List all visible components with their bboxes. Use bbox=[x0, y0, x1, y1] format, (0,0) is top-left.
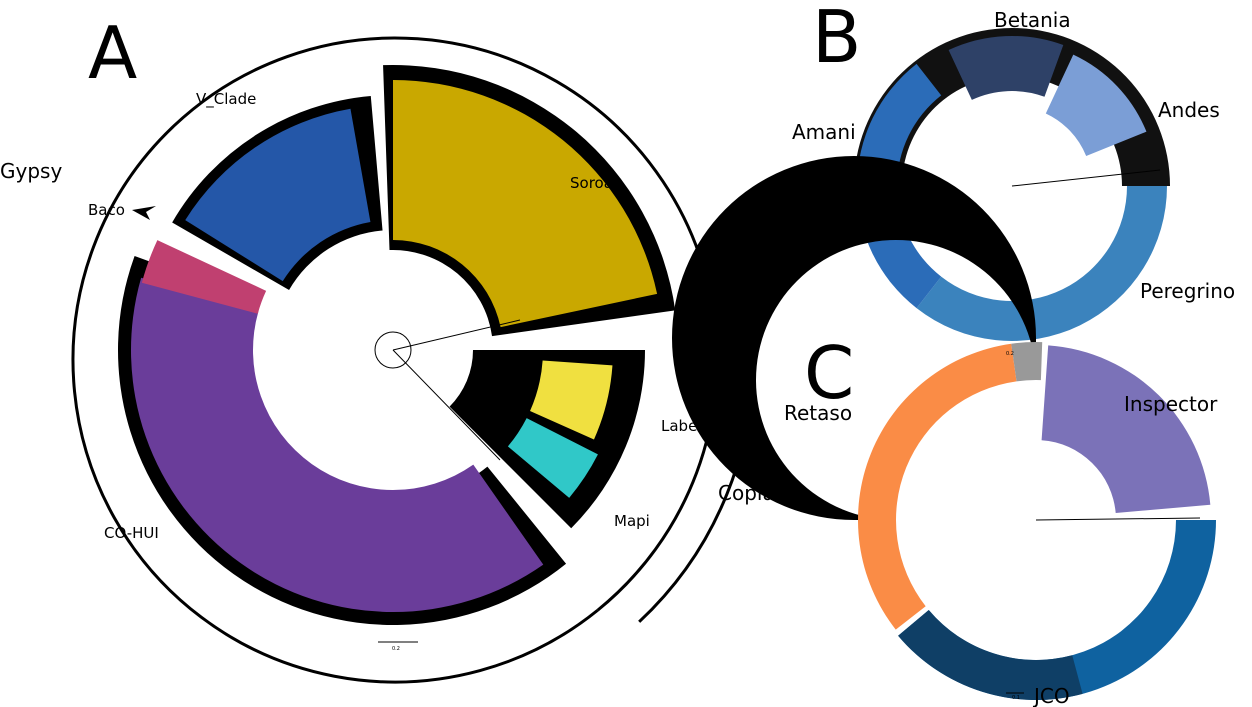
clade-wedge bbox=[130, 277, 544, 612]
scale-label: 0.2 bbox=[1006, 351, 1014, 357]
clade-wedge bbox=[856, 63, 942, 309]
clade-label: V_Clade bbox=[196, 90, 256, 109]
clade-label: Retaso bbox=[784, 401, 852, 425]
clade-wedge bbox=[530, 360, 613, 440]
clade-wedge bbox=[672, 156, 1036, 520]
clade-wedge bbox=[916, 186, 1167, 342]
clade-label: Labe bbox=[661, 417, 697, 435]
clade-wedge bbox=[858, 343, 1017, 630]
clade-wedge bbox=[1011, 342, 1043, 382]
branch bbox=[1011, 169, 1161, 187]
clade-wedge bbox=[507, 418, 598, 498]
group-label: Copia bbox=[718, 481, 775, 505]
clade-label: Mapi bbox=[614, 512, 650, 530]
scale-label: 0.1 bbox=[1012, 695, 1020, 701]
clade-wedge bbox=[1041, 345, 1211, 514]
arrow bbox=[132, 206, 156, 220]
clade-label: Andes bbox=[1158, 98, 1220, 122]
panel-letter: B bbox=[812, 0, 861, 79]
branch bbox=[1035, 517, 1201, 521]
clade-label: Amani bbox=[792, 120, 856, 144]
clade-label: JCO bbox=[1032, 684, 1070, 707]
clade-wedge bbox=[898, 609, 1083, 701]
root bbox=[374, 331, 412, 369]
clade-label: Peregrino bbox=[1140, 279, 1235, 303]
clade-label: Soroa bbox=[570, 174, 613, 192]
branch bbox=[392, 349, 501, 461]
panel-letter: A bbox=[88, 11, 137, 95]
clade-wedge bbox=[1045, 54, 1147, 157]
clade-wedge bbox=[185, 108, 371, 282]
trees bbox=[71, 27, 1216, 701]
clade-wedge bbox=[141, 240, 267, 314]
scale-label: 0.2 bbox=[392, 646, 400, 652]
clade-label: CO-HUI bbox=[104, 524, 159, 542]
clade-label: Betania bbox=[994, 8, 1071, 32]
group-arc bbox=[71, 36, 714, 684]
clade-wedge bbox=[948, 36, 1064, 100]
group-label: Gypsy bbox=[0, 159, 62, 183]
panel-letter: C bbox=[804, 331, 854, 415]
clade-wedge bbox=[393, 80, 658, 328]
clade-label: Baco bbox=[88, 201, 125, 219]
branch bbox=[392, 319, 521, 351]
clade-label: Inspector bbox=[1124, 392, 1218, 416]
